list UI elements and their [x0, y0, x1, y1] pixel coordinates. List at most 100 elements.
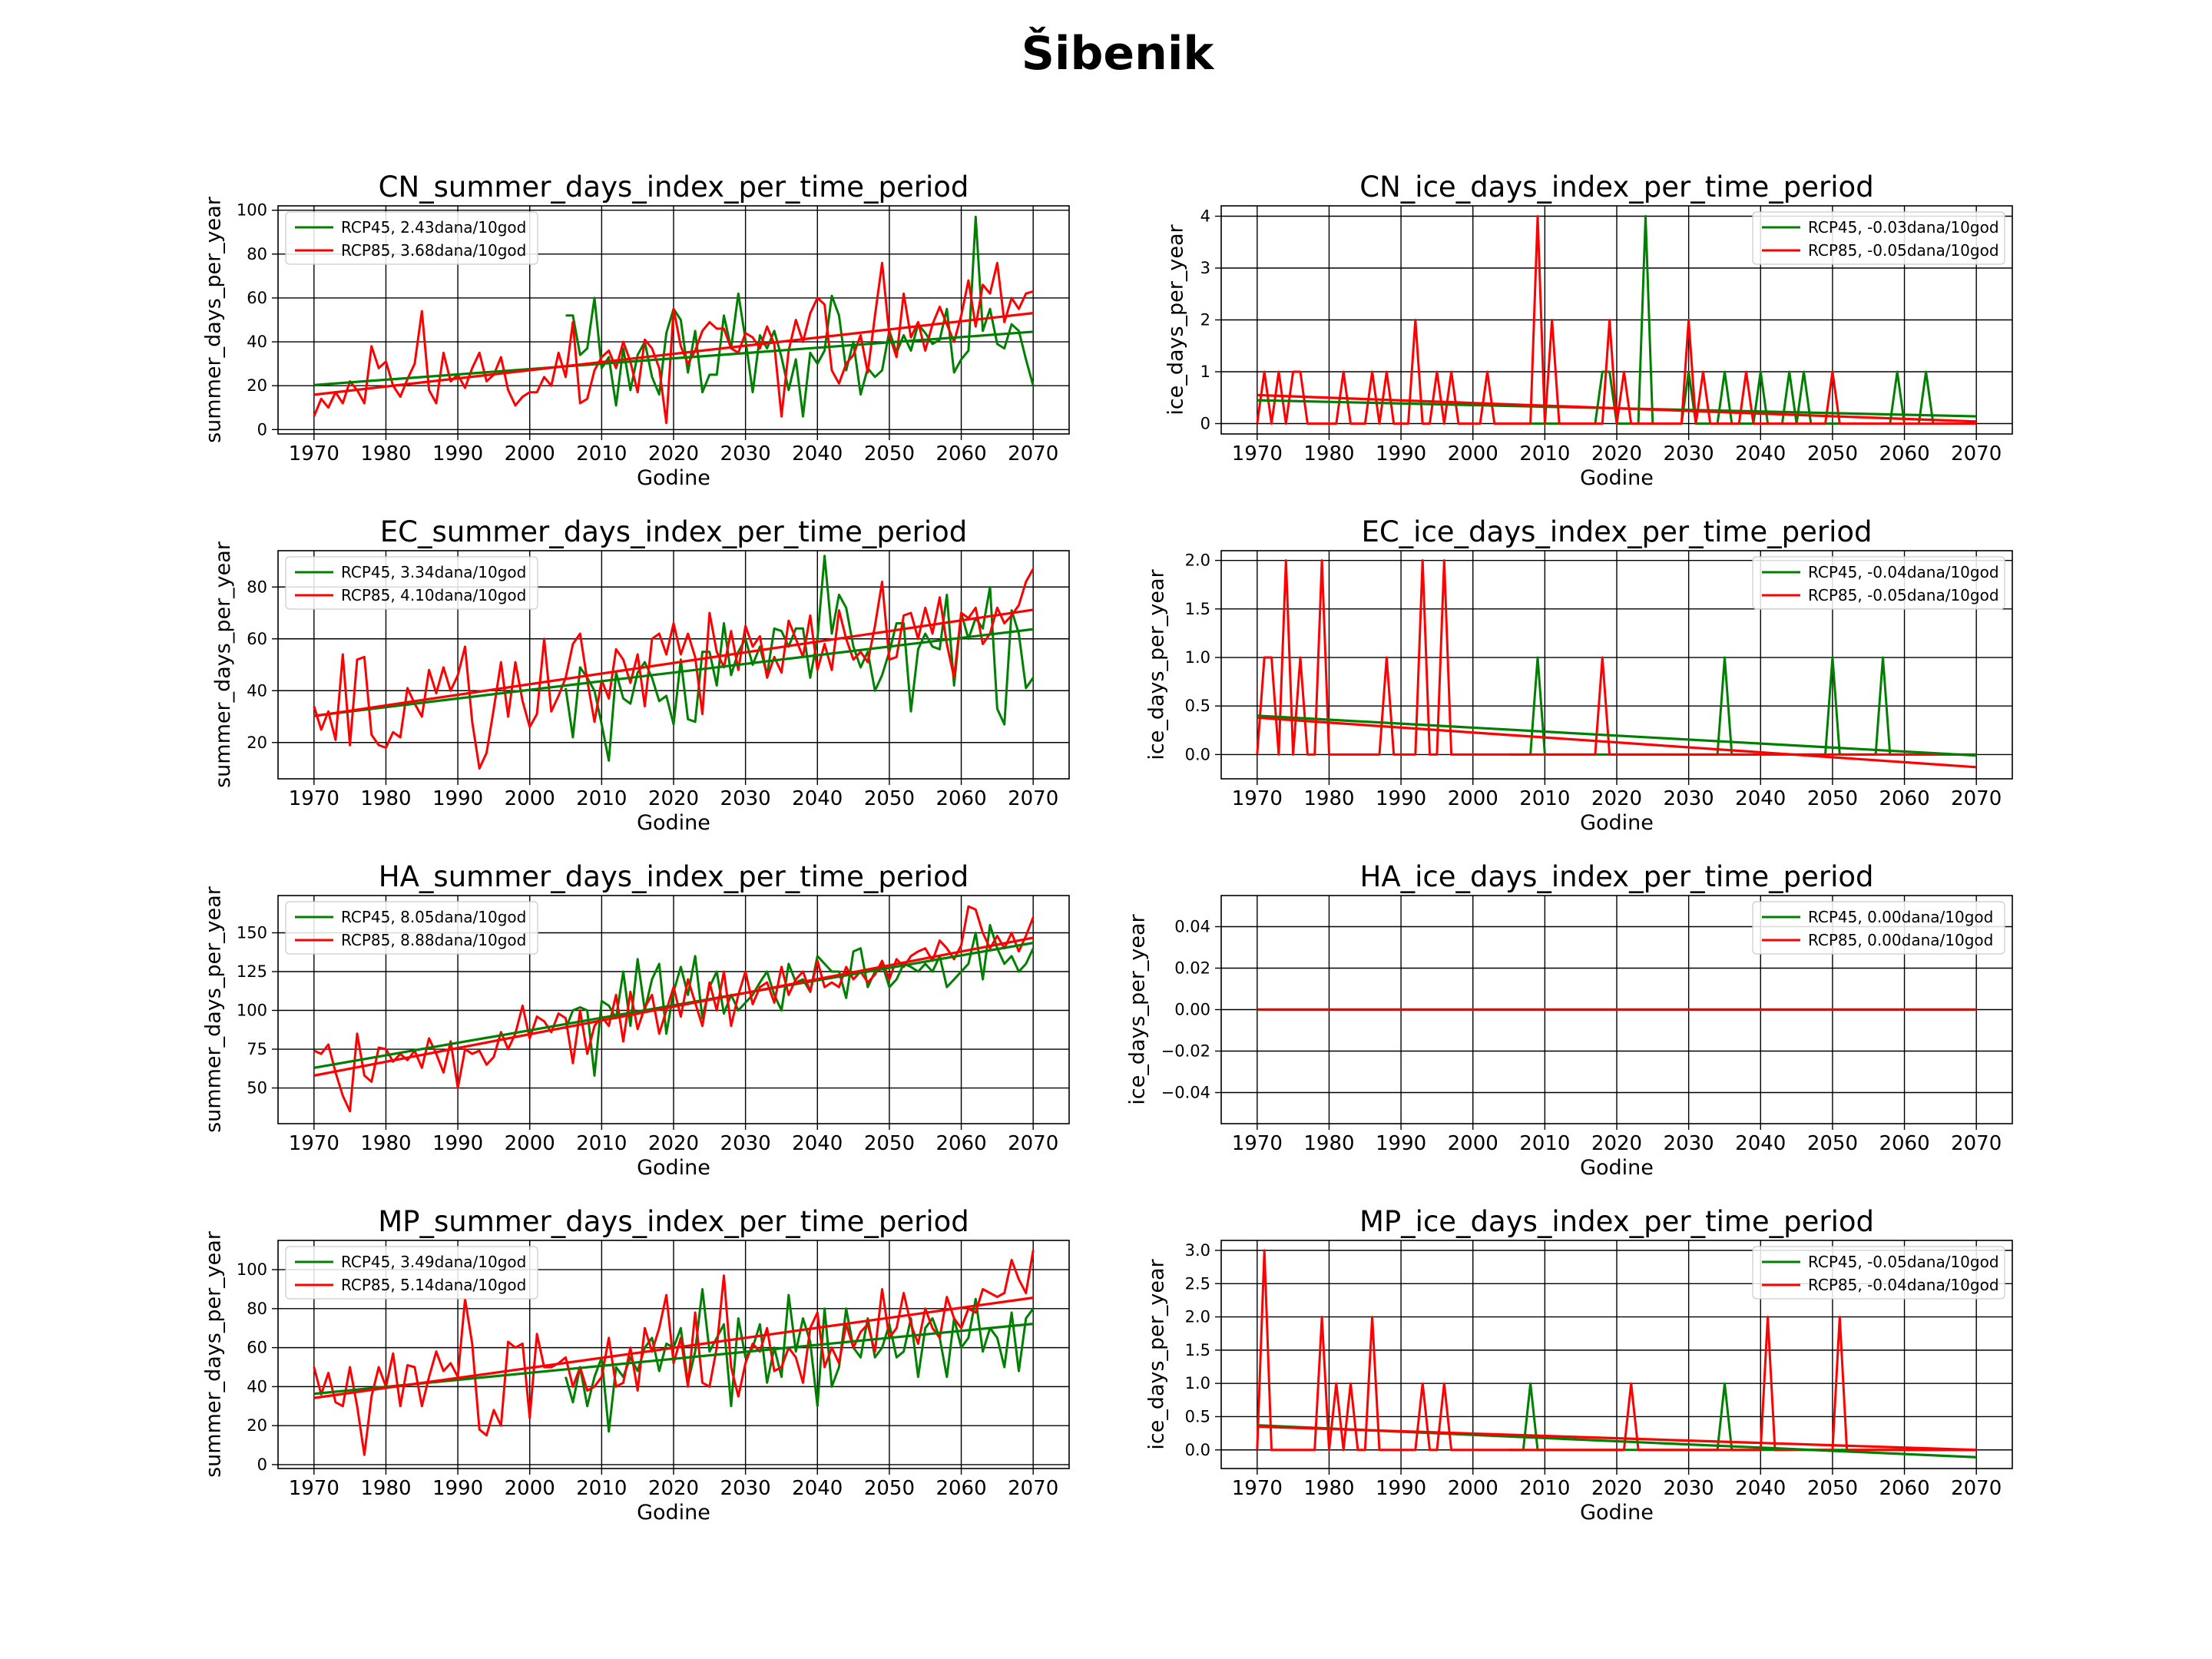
y-tick-label: 60: [247, 289, 267, 307]
y-axis-label: ice_days_per_year: [1145, 568, 1169, 760]
trend-line: [313, 330, 1034, 386]
y-axis-label: summer_days_per_year: [202, 1230, 226, 1478]
x-tick-label: 2000: [1448, 1132, 1498, 1155]
x-tick-label: 1980: [360, 442, 411, 465]
y-tick-label: 0.04: [1174, 918, 1210, 936]
x-axis-label: Godine: [1580, 1156, 1654, 1180]
trend-line: [313, 942, 1034, 1069]
chart-panel: 1970 1980 1990 2000 2010 2020 2030 2040 2050 2060…: [1145, 1205, 2013, 1525]
x-tick-label: 1990: [1376, 787, 1426, 810]
y-tick-label: 60: [247, 630, 267, 648]
x-tick-label: 1970: [289, 442, 339, 465]
x-tick-label: 2060: [935, 1132, 986, 1155]
x-tick-label: 2040: [1735, 1132, 1786, 1155]
legend-label: RCP85, 0.00dana/10god: [1808, 931, 1993, 949]
trend-line: [313, 312, 1034, 396]
y-tick-label: 60: [247, 1339, 267, 1357]
chart-panel: 1970 1980 1990 2000 2010 2020 2030 2040 2050 2060…: [1126, 860, 2013, 1180]
series-line: [313, 568, 1035, 770]
x-tick-label: 1970: [1232, 1132, 1283, 1155]
x-tick-label: 2020: [648, 787, 699, 810]
trend-line: [313, 1296, 1034, 1399]
y-tick-label: 20: [247, 376, 267, 395]
x-axis-label: Godine: [1580, 1501, 1654, 1525]
x-tick-label: 1970: [289, 1477, 339, 1500]
x-tick-label: 1990: [1376, 442, 1426, 465]
legend-label: RCP85, -0.04dana/10god: [1808, 1276, 1999, 1294]
legend-label: RCP45, 8.05dana/10god: [341, 908, 526, 926]
x-tick-label: 2050: [1807, 1132, 1858, 1155]
x-tick-label: 2020: [1591, 1132, 1642, 1155]
x-tick-label: 2020: [648, 442, 699, 465]
legend-label: RCP85, 3.68dana/10god: [341, 241, 526, 260]
y-tick-label: 125: [237, 962, 267, 981]
legend-box: [285, 901, 538, 955]
trend-line: [313, 628, 1034, 717]
x-tick-label: 2050: [1807, 442, 1858, 465]
legend-label: RCP45, 3.34dana/10god: [341, 563, 526, 581]
x-tick-label: 2030: [1664, 787, 1714, 810]
x-tick-label: 2030: [1664, 1132, 1714, 1155]
y-axis-label: ice_days_per_year: [1164, 224, 1188, 415]
y-tick-label: 2.0: [1185, 551, 1210, 570]
y-tick-label: 50: [247, 1079, 267, 1098]
legend-box: [285, 1246, 538, 1300]
x-tick-label: 1970: [289, 787, 339, 810]
y-tick-label: 0.5: [1185, 697, 1210, 715]
x-tick-label: 2010: [1519, 1477, 1570, 1500]
legend-label: RCP85, -0.05dana/10god: [1808, 241, 1999, 260]
x-tick-label: 2010: [576, 1132, 627, 1155]
legend-label: RCP45, 2.43dana/10god: [341, 218, 526, 237]
legend-label: RCP45, 3.49dana/10god: [341, 1253, 526, 1271]
y-axis-label: ice_days_per_year: [1145, 1258, 1169, 1449]
y-tick-label: 0.00: [1174, 1001, 1210, 1019]
x-tick-label: 2010: [1519, 787, 1570, 810]
y-tick-label: 4: [1200, 207, 1210, 226]
x-tick-label: 2040: [792, 1132, 843, 1155]
y-tick-label: −0.04: [1161, 1084, 1210, 1102]
chart-panel: 1970 1980 1990 2000 2010 2020 2030 2040 2050 2060…: [202, 1205, 1070, 1525]
series-line: [313, 905, 1035, 1113]
x-tick-label: 2010: [576, 442, 627, 465]
legend-label: RCP45, -0.03dana/10god: [1808, 218, 1999, 237]
series-line: [1256, 215, 1977, 425]
x-tick-label: 1990: [1376, 1477, 1426, 1500]
x-tick-label: 2040: [792, 442, 843, 465]
trend-line: [1257, 716, 1977, 769]
x-tick-label: 2060: [935, 787, 986, 810]
x-tick-label: 2000: [1448, 1477, 1498, 1500]
x-tick-label: 2070: [1008, 787, 1058, 810]
x-tick-label: 2030: [720, 1477, 771, 1500]
y-tick-label: 0.02: [1174, 959, 1210, 978]
y-axis-label: ice_days_per_year: [1126, 913, 1150, 1104]
legend-label: RCP85, 4.10dana/10god: [341, 586, 526, 604]
y-tick-label: 150: [237, 923, 267, 942]
y-tick-label: 1.5: [1185, 600, 1210, 618]
legend-box: [1752, 1246, 2005, 1300]
x-tick-label: 2010: [576, 787, 627, 810]
x-tick-label: 2050: [864, 1132, 915, 1155]
y-tick-label: 3.0: [1185, 1241, 1210, 1260]
x-tick-label: 2020: [1591, 787, 1642, 810]
y-tick-label: 1.0: [1185, 1374, 1210, 1392]
x-tick-label: 2000: [1448, 442, 1498, 465]
x-tick-label: 2060: [935, 1477, 986, 1500]
x-tick-label: 2030: [720, 1132, 771, 1155]
y-tick-label: 80: [247, 1300, 267, 1318]
y-tick-label: 1.5: [1185, 1341, 1210, 1359]
legend-box: [285, 211, 538, 265]
trend-line: [313, 608, 1034, 717]
x-tick-label: 2070: [1008, 1132, 1058, 1155]
x-axis-label: Godine: [1580, 811, 1654, 835]
y-axis-label: summer_days_per_year: [202, 196, 226, 443]
x-tick-label: 2000: [505, 1477, 555, 1500]
legend-box: [1752, 901, 2005, 955]
y-tick-label: 40: [247, 1377, 267, 1396]
y-tick-label: 100: [237, 1002, 267, 1020]
y-tick-label: 75: [247, 1040, 267, 1058]
chart-title: CN_summer_days_index_per_time_period: [379, 171, 969, 204]
x-tick-label: 1990: [432, 1132, 483, 1155]
x-tick-label: 2010: [1519, 1132, 1570, 1155]
trend-line: [1257, 1425, 1977, 1452]
series-line: [1256, 1249, 1977, 1452]
